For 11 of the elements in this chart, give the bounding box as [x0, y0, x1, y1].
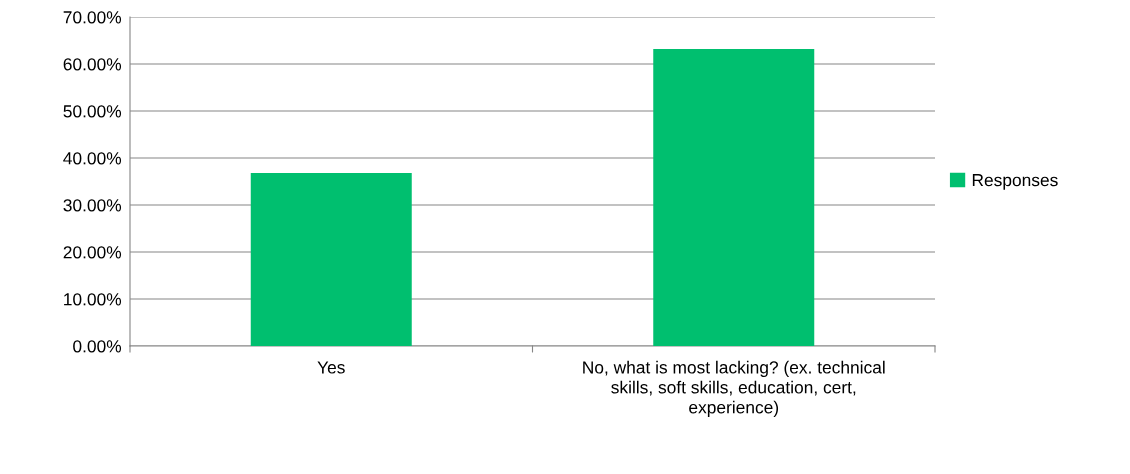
y-tick-label: 10.00%	[64, 293, 122, 306]
y-tick-label: 30.00%	[63, 199, 122, 212]
y-tick-label: 0.00%	[73, 340, 122, 353]
y-tick-label: 60.00%	[63, 58, 122, 71]
y-tick-label: 20.00%	[63, 246, 122, 259]
y-tick-label: 40.00%	[63, 152, 122, 165]
x-tick-label: Yes	[317, 361, 345, 374]
y-tick-label: 70.00%	[63, 11, 122, 24]
legend-label: Responses	[972, 174, 1058, 190]
y-tick-label: 50.00%	[63, 105, 122, 118]
x-tick-label: No, what is most lacking? (ex. technical skills, soft skills, education, cert, experience)	[583, 360, 885, 417]
